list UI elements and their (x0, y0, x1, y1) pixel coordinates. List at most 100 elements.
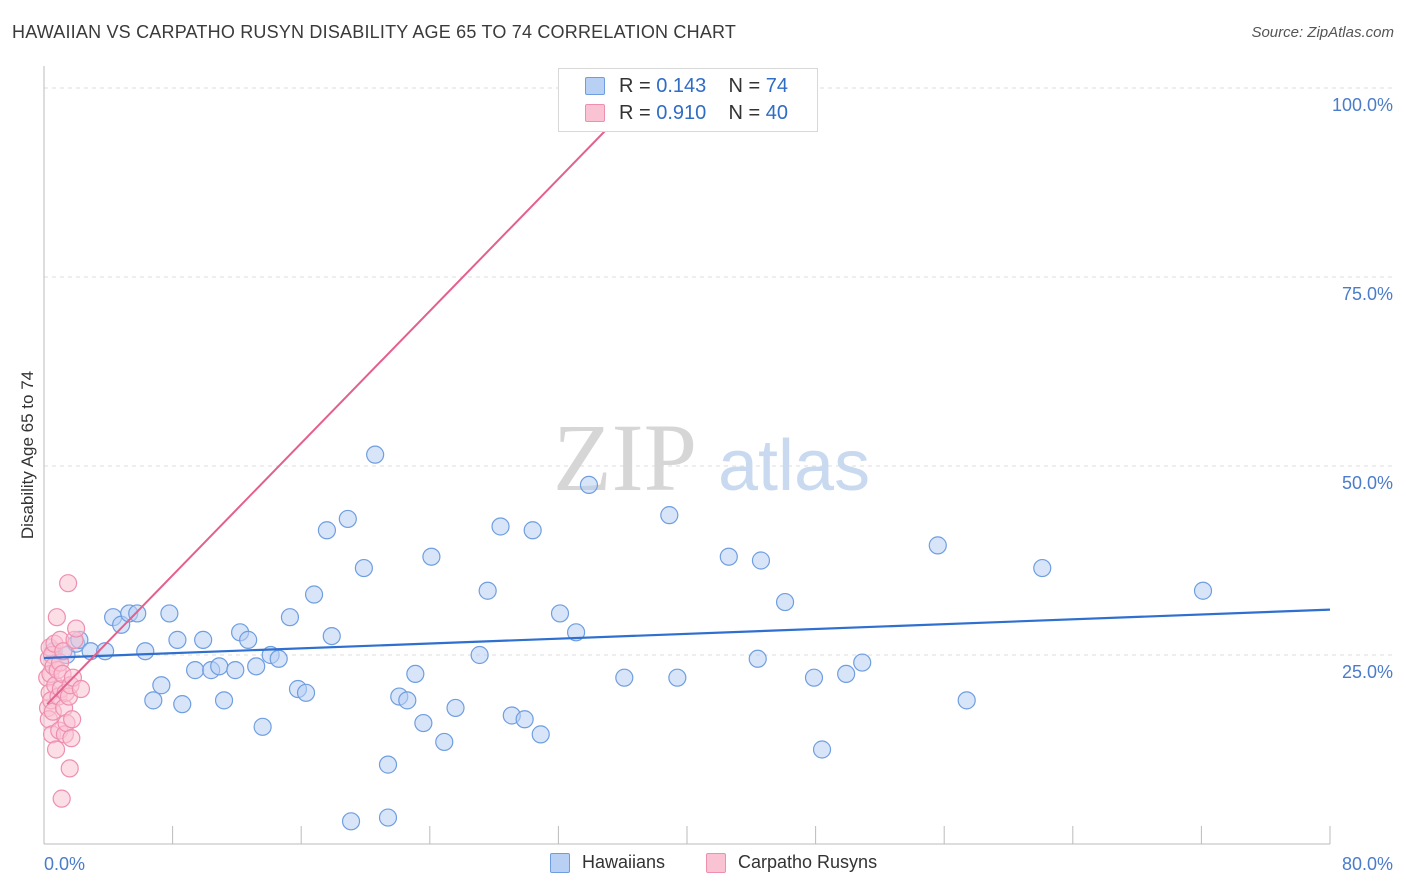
hawaiian-point (804, 668, 824, 687)
hawaiian-point (136, 642, 155, 661)
hawaiian-point (322, 626, 341, 646)
hawaiian-point (144, 691, 163, 710)
legend-n-label: N = (728, 75, 766, 97)
carpatho-point (46, 740, 66, 759)
legend-r-value: 0.910 (656, 102, 707, 124)
hawaiian-point (748, 649, 767, 668)
hawaiian-point (719, 547, 738, 566)
hawaiian-point (338, 509, 357, 529)
y-tick-label: 75.0% (1342, 284, 1393, 304)
hawaiian-point (128, 604, 147, 623)
hawaiian-point (853, 653, 872, 672)
x-tick-label: 0.0% (44, 854, 85, 874)
hawaiian-point (775, 592, 795, 612)
legend-n-value: 40 (765, 102, 789, 124)
hawaiian-point (531, 725, 550, 744)
hawaiian-point (812, 740, 832, 759)
y-tick-labels: 25.0% 50.0% 75.0% 100.0% (1332, 95, 1393, 682)
hawaiian-point (406, 664, 425, 684)
hawaiian-point (214, 691, 234, 710)
legend-r-label: R = (619, 75, 657, 97)
hawaiian-point (226, 661, 245, 680)
hawaiian-point (341, 812, 361, 831)
hawaiian-point (186, 661, 205, 680)
hawaiian-point (168, 630, 187, 649)
source-label: Source: ZipAtlas.com (1251, 24, 1394, 41)
carpatho-trend-line (46, 87, 648, 705)
hawaiian-point (515, 710, 534, 729)
y-tick-label: 100.0% (1332, 95, 1393, 115)
hawaiian-point (1033, 558, 1052, 578)
hawaiian-point (579, 475, 599, 494)
hawaiian-point (378, 755, 398, 774)
carpatho-point (63, 710, 82, 729)
carpatho-point (67, 619, 86, 638)
hawaiian-point (194, 630, 213, 649)
hawaiian-point (152, 676, 171, 695)
watermark: ZIP atlas (553, 404, 870, 511)
hawaiian-point (280, 608, 300, 627)
hawaiian-point (491, 517, 510, 536)
hawaiian-point (928, 536, 947, 555)
hawaiian-point (398, 691, 417, 710)
hawaiian-point (435, 732, 454, 752)
carpatho-point (60, 759, 79, 778)
carpatho-legend-swatch (706, 853, 726, 873)
hawaiian-point (317, 521, 337, 540)
hawaiian-point (414, 713, 433, 733)
hawaiian-point (253, 717, 272, 736)
hawaiian-point (378, 808, 398, 827)
y-tick-label: 50.0% (1342, 473, 1393, 493)
hawaiian-swatch (585, 77, 605, 95)
hawaiian-point (239, 630, 258, 649)
carpatho-point (47, 608, 66, 627)
chart-title: HAWAIIAN VS CARPATHO RUSYN DISABILITY AG… (12, 22, 737, 42)
legend-n-value: 74 (765, 75, 789, 97)
carpatho-point (62, 729, 81, 748)
hawaiian-point (160, 604, 179, 623)
hawaiian-point (1193, 581, 1213, 600)
watermark-zip: ZIP (553, 404, 697, 511)
watermark-atlas: atlas (718, 426, 870, 506)
hawaiian-trend-line (43, 608, 1331, 660)
hawaiian-point (354, 558, 373, 578)
hawaiian-point (837, 664, 856, 684)
trend-lines (43, 87, 1331, 705)
hawaiian-point (366, 445, 385, 464)
x-tick-labels: 0.0% 80.0% (44, 854, 1393, 874)
hawaiian-point (446, 698, 465, 718)
hawaiian-point (668, 668, 687, 687)
hawaiian-point (422, 547, 441, 566)
legend-r-value: 0.143 (656, 75, 707, 97)
hawaiian-point (523, 521, 542, 540)
carpatho-point (52, 789, 71, 808)
carpatho-point (54, 642, 73, 661)
hawaiian-point (304, 585, 324, 604)
hawaiian-point (751, 551, 771, 570)
carpatho-point (59, 574, 78, 593)
hawaiian-point (550, 604, 570, 623)
hawaiian-point (269, 649, 288, 668)
hawaiian-point (173, 695, 192, 714)
hawaiian-point (296, 683, 316, 702)
carpatho-legend-label: Carpatho Rusyns (738, 852, 878, 872)
hawaiian-point (660, 506, 679, 525)
hawaiian-point (470, 645, 489, 665)
x-tick-label: 80.0% (1342, 854, 1393, 874)
hawaiian-point (957, 691, 976, 710)
legend-r-label: R = (619, 102, 657, 124)
hawaiian-point (247, 657, 266, 676)
correlation-legend: R = 0.143 N = 74 R = 0.910 N = 40 (558, 68, 818, 132)
hawaiian-point (615, 668, 634, 687)
carpatho-point (71, 679, 91, 699)
hawaiians-legend-label: Hawaiians (582, 852, 666, 872)
legend-n-label: N = (728, 102, 766, 124)
hawaiian-point (566, 623, 586, 642)
gridlines (44, 87, 1394, 656)
carpatho-swatch (585, 104, 605, 122)
hawaiian-point (210, 657, 229, 676)
hawaiian-point (478, 581, 497, 600)
hawaiians-legend-swatch (550, 853, 570, 873)
y-tick-label: 25.0% (1342, 662, 1393, 682)
